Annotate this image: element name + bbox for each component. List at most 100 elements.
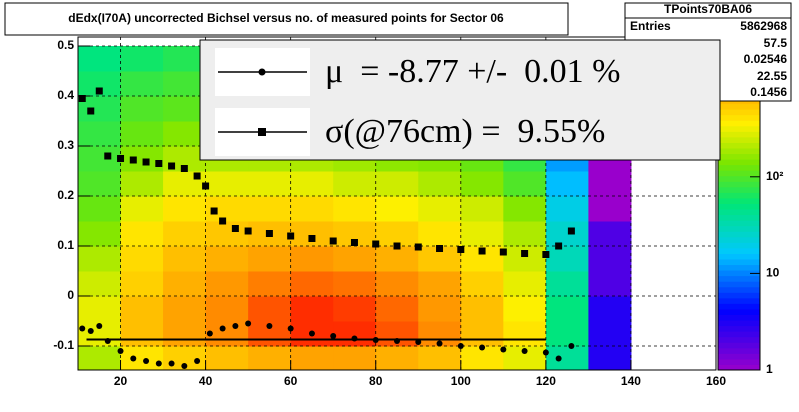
heatmap-cell <box>205 221 249 247</box>
marker <box>457 343 464 349</box>
heatmap-cell <box>460 196 504 222</box>
heatmap-cell <box>375 221 419 247</box>
heatmap-cell <box>78 121 122 147</box>
colorbar-segment <box>718 103 760 110</box>
legend-label: μ = -8.77 +/- 0.01 % <box>325 53 621 90</box>
marker <box>372 240 380 248</box>
colorbar-segment <box>718 259 760 266</box>
marker <box>415 339 422 345</box>
marker <box>219 325 226 332</box>
heatmap-cell <box>290 246 334 272</box>
colorbar-segment <box>718 181 760 188</box>
marker <box>155 360 162 367</box>
heatmap-cell <box>375 171 419 197</box>
heatmap-cell <box>418 296 462 322</box>
y-tick-label: 0 <box>67 288 74 302</box>
heatmap-cell <box>503 246 547 272</box>
heatmap-cell <box>375 346 419 370</box>
marker <box>478 247 486 255</box>
heatmap-cell <box>120 146 164 172</box>
marker <box>457 246 465 253</box>
stats-value: 5862968 <box>740 19 787 33</box>
heatmap-cell <box>418 171 462 197</box>
marker <box>394 338 400 344</box>
heatmap-cell <box>460 171 504 197</box>
heatmap-cell <box>290 171 334 197</box>
heatmap-cell <box>290 196 334 222</box>
colorbar-segment <box>718 142 760 149</box>
heatmap-cell <box>120 71 164 97</box>
heatmap-cell <box>163 321 207 347</box>
heatmap-cell <box>163 271 207 297</box>
marker <box>232 323 239 329</box>
colorbar-segment <box>718 131 760 138</box>
stats-value: 22.55 <box>757 69 787 83</box>
marker <box>104 338 111 344</box>
marker <box>542 251 550 258</box>
heatmap-cell <box>460 271 504 297</box>
marker <box>287 325 294 332</box>
heatmap-cell <box>460 321 504 347</box>
stats-value: 0.02546 <box>744 52 788 66</box>
heatmap-cell <box>78 246 122 272</box>
colorbar-segment <box>718 225 760 232</box>
legend-marker <box>258 68 266 76</box>
marker <box>168 360 175 367</box>
heatmap-cell <box>460 296 504 322</box>
colorbar-segment <box>718 186 760 193</box>
x-tick-label: 80 <box>369 374 383 388</box>
heatmap-cell <box>78 171 122 197</box>
heatmap-cell <box>163 71 207 97</box>
heatmap-cell <box>78 346 122 370</box>
colorbar-segment <box>718 292 760 299</box>
colorbar-segment <box>718 342 760 349</box>
heatmap-cell <box>503 221 547 247</box>
marker <box>180 165 188 172</box>
colorbar-segment <box>718 275 760 282</box>
y-tick-label: 0.1 <box>57 238 74 252</box>
heatmap-cell <box>205 296 249 322</box>
colorbar-segment <box>718 347 760 354</box>
marker <box>129 156 137 164</box>
colorbar-segment <box>718 297 760 304</box>
y-tick-label: 0.4 <box>57 88 74 102</box>
marker <box>351 335 358 342</box>
marker <box>244 227 252 235</box>
heatmap-cell <box>120 346 164 370</box>
heatmap-cell <box>248 196 292 222</box>
marker <box>330 333 337 339</box>
marker <box>181 363 188 369</box>
colorbar-segment <box>718 264 760 271</box>
heatmap-cell <box>375 196 419 222</box>
heatmap-cell <box>205 246 249 272</box>
heatmap-cell <box>290 221 334 247</box>
heatmap-cell <box>248 246 292 272</box>
marker <box>436 340 443 347</box>
marker <box>219 217 227 225</box>
colorbar-segment <box>718 120 760 127</box>
marker <box>87 107 95 115</box>
colorbar-segment <box>718 314 760 321</box>
heatmap-cell <box>248 346 292 370</box>
z-tick-label: 1 <box>766 362 773 376</box>
heatmap-cell <box>333 271 377 297</box>
heatmap-cell <box>545 196 589 222</box>
colorbar-segment <box>718 231 760 238</box>
x-tick-label: 140 <box>621 374 641 388</box>
heatmap-cell <box>588 246 632 272</box>
heatmap-cell <box>545 221 589 247</box>
heatmap-cell <box>120 271 164 297</box>
heatmap-cell <box>163 296 207 322</box>
colorbar-segment <box>718 192 760 199</box>
heatmap-cell <box>120 96 164 122</box>
marker <box>287 232 295 240</box>
heatmap-cell <box>120 121 164 147</box>
heatmap-cell <box>205 171 249 197</box>
colorbar-segment <box>718 214 760 221</box>
marker <box>308 235 316 242</box>
heatmap-cell <box>545 321 589 347</box>
marker <box>95 87 103 95</box>
colorbar-segment <box>718 253 760 260</box>
heatmap-cell <box>588 346 632 370</box>
